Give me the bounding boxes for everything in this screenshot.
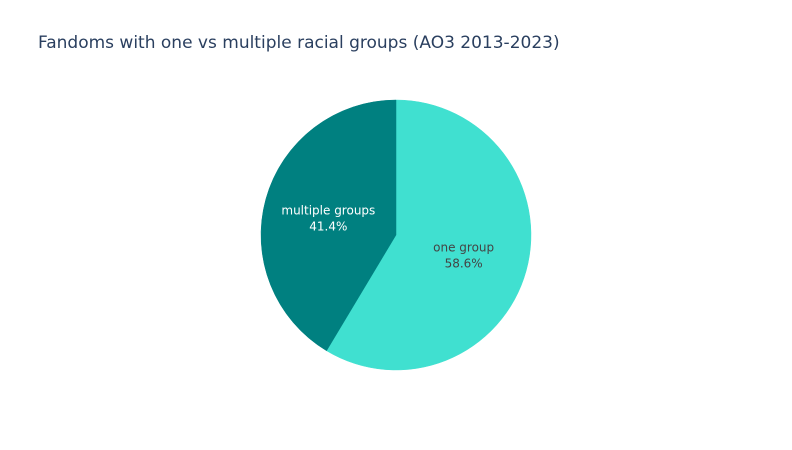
slice-label-one-group: one group	[433, 241, 494, 255]
slice-percent-one-group: 58.6%	[445, 257, 483, 271]
slice-label-multiple-groups: multiple groups	[281, 203, 375, 217]
chart-title: Fandoms with one vs multiple racial grou…	[38, 33, 560, 53]
slice-percent-multiple-groups: 41.4%	[309, 219, 347, 233]
pie-slice-multiple-groups[interactable]	[260, 99, 397, 352]
pie-slice-one-group[interactable]	[326, 99, 532, 371]
